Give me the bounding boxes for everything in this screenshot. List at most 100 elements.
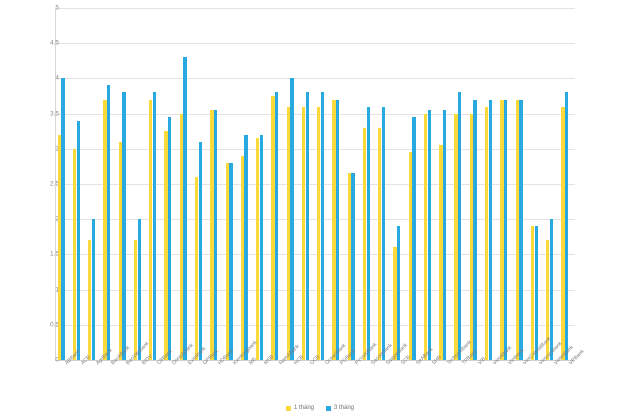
bar-group: [392, 8, 407, 360]
bar-group: [254, 8, 269, 360]
bar-group: [422, 8, 437, 360]
bar: [168, 117, 172, 360]
bar-group: [544, 8, 559, 360]
bar: [259, 134, 264, 360]
bar-group: [71, 8, 86, 360]
bar: [225, 162, 229, 360]
bar: [473, 99, 477, 360]
bar: [271, 96, 275, 360]
bar: [61, 78, 65, 360]
bar-group: [560, 8, 575, 360]
bar: [137, 219, 141, 360]
bar: [198, 141, 202, 360]
bar-group: [209, 8, 224, 360]
bar: [423, 113, 428, 360]
bar: [347, 173, 351, 360]
bar-group: [102, 8, 117, 360]
bar-group: [361, 8, 376, 360]
bar: [381, 106, 386, 360]
bar: [561, 106, 565, 360]
bar-group: [224, 8, 239, 360]
y-axis-tick-label: 3.5: [49, 110, 59, 118]
bar: [164, 131, 168, 360]
bar-group: [178, 8, 193, 360]
bar: [256, 138, 260, 360]
bar: [454, 113, 458, 360]
bar: [194, 176, 199, 360]
gridline: [55, 78, 575, 80]
bar: [244, 134, 248, 360]
y-axis-tick-label: 2.5: [49, 180, 59, 188]
legend-label: 3 tháng: [334, 405, 355, 411]
bar-group: [193, 8, 208, 360]
bar-group: [346, 8, 361, 360]
gridline: [55, 254, 575, 256]
bar: [210, 110, 214, 360]
bar-group: [300, 8, 315, 360]
legend-swatch-icon: [326, 405, 331, 411]
bar-group: [56, 8, 71, 360]
gridline: [55, 324, 575, 326]
bar-group: [499, 8, 514, 360]
bar: [118, 141, 122, 360]
bar: [88, 240, 92, 360]
legend-item[interactable]: 3 tháng: [326, 405, 354, 411]
bars-layer: [56, 8, 575, 360]
y-axis-tick-label: 1: [29, 286, 59, 293]
legend-item[interactable]: 1 tháng: [285, 405, 314, 411]
bar: [290, 78, 294, 360]
bar: [458, 92, 462, 360]
legend-label: 1 tháng: [293, 405, 314, 411]
bar: [152, 92, 157, 360]
bar: [427, 110, 431, 360]
bar: [530, 226, 535, 360]
bar: [301, 106, 306, 360]
bar: [305, 92, 309, 360]
bar-group: [438, 8, 453, 360]
bar: [408, 152, 412, 360]
legend-swatch-icon: [285, 405, 291, 411]
y-axis-tick-label: 0.5: [49, 321, 59, 329]
y-axis-tick-label: 2: [29, 216, 59, 223]
bar: [565, 92, 569, 360]
bar-group: [453, 8, 468, 360]
bar-group: [529, 8, 544, 360]
bar-group: [117, 8, 132, 360]
gridline: [55, 360, 575, 361]
bar: [362, 127, 367, 360]
bar-group: [87, 8, 102, 360]
y-axis-tick-label: 3: [29, 145, 59, 152]
bar: [103, 99, 107, 360]
bar: [229, 162, 233, 360]
bar: [183, 57, 187, 360]
bar-group: [468, 8, 483, 360]
bar: [549, 219, 554, 360]
bar: [439, 145, 443, 360]
bar: [213, 110, 218, 360]
bar: [546, 240, 550, 360]
bar-group: [331, 8, 346, 360]
y-axis-tick-label: 1.5: [49, 250, 59, 258]
bar: [488, 99, 492, 360]
bar: [469, 113, 474, 360]
bar-group: [270, 8, 285, 360]
bar: [351, 173, 355, 360]
bar: [336, 99, 340, 360]
bar: [320, 92, 325, 360]
bar: [91, 219, 96, 360]
bar: [72, 148, 77, 360]
bar-group: [483, 8, 498, 360]
bar: [397, 226, 401, 360]
gridline: [55, 219, 575, 221]
bar: [519, 99, 523, 360]
bar: [286, 106, 290, 360]
bar: [534, 226, 538, 360]
bar: [366, 106, 370, 360]
bar: [76, 120, 80, 360]
bar: [332, 99, 336, 360]
gridline: [55, 8, 575, 9]
bar: [149, 99, 153, 360]
bar-group: [377, 8, 392, 360]
bar: [133, 240, 138, 360]
